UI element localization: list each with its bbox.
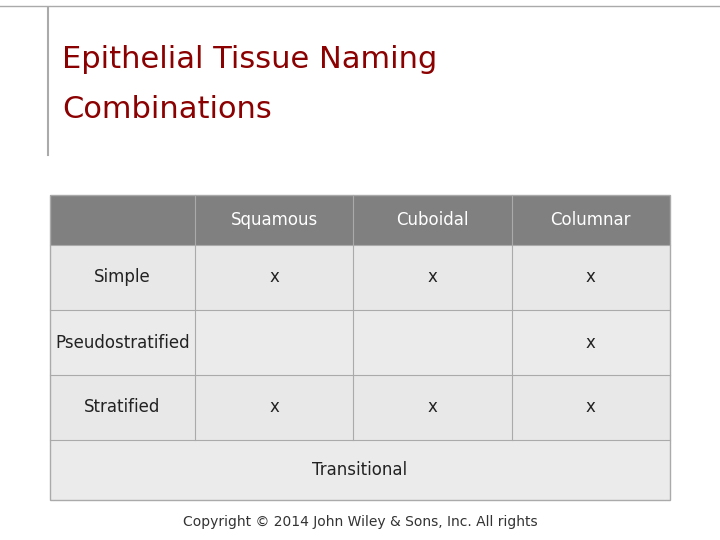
Bar bbox=[50, 440, 670, 500]
Bar bbox=[50, 195, 670, 500]
Text: Columnar: Columnar bbox=[551, 211, 631, 229]
Text: Simple: Simple bbox=[94, 268, 151, 287]
Text: Epithelial Tissue Naming: Epithelial Tissue Naming bbox=[62, 45, 437, 74]
Text: Combinations: Combinations bbox=[62, 95, 271, 124]
Bar bbox=[50, 245, 670, 310]
Bar bbox=[50, 310, 670, 375]
Text: Stratified: Stratified bbox=[84, 399, 161, 416]
Bar bbox=[50, 375, 670, 440]
Text: x: x bbox=[586, 268, 595, 287]
Text: x: x bbox=[428, 268, 438, 287]
Text: Copyright © 2014 John Wiley & Sons, Inc. All rights: Copyright © 2014 John Wiley & Sons, Inc.… bbox=[183, 515, 537, 529]
Text: Cuboidal: Cuboidal bbox=[396, 211, 469, 229]
Bar bbox=[50, 195, 670, 245]
Text: Pseudostratified: Pseudostratified bbox=[55, 334, 190, 352]
Text: Transitional: Transitional bbox=[312, 461, 408, 479]
Text: x: x bbox=[269, 399, 279, 416]
Text: x: x bbox=[269, 268, 279, 287]
Text: x: x bbox=[428, 399, 438, 416]
Text: x: x bbox=[586, 334, 595, 352]
Text: Squamous: Squamous bbox=[230, 211, 318, 229]
Text: x: x bbox=[586, 399, 595, 416]
